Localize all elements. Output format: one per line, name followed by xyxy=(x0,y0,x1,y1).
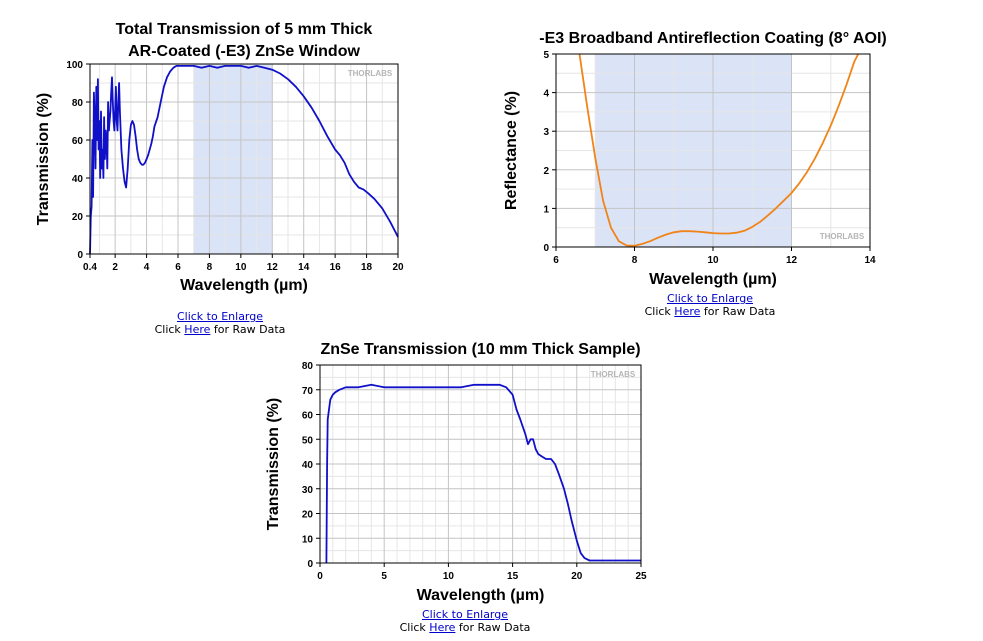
x-tick-label: 12 xyxy=(786,255,798,266)
chart-antireflection-coating: -E3 Broadband Antireflection Coating (8°… xyxy=(490,0,930,300)
y-tick-label: 60 xyxy=(72,136,84,147)
y-tick-label: 70 xyxy=(302,386,314,397)
thorlabs-watermark: THORLABS xyxy=(348,69,393,78)
raw-data-suffix: for Raw Data xyxy=(213,323,286,336)
y-axis-label: Transmission (%) xyxy=(265,398,282,530)
chart-znse-transmission: ZnSe Transmission (10 mm Thick Sample) TH… xyxy=(260,335,700,610)
chart-znse-transmission-caption: Click to Enlarge Click Here for Raw Data xyxy=(385,608,545,634)
x-tick-label: 5 xyxy=(381,571,387,582)
y-tick-label: 30 xyxy=(302,485,314,496)
raw-data-link[interactable]: Here xyxy=(184,323,211,336)
y-tick-label: 80 xyxy=(302,361,314,372)
raw-data-suffix: for Raw Data xyxy=(458,621,531,634)
raw-data-prefix: Click xyxy=(399,621,426,634)
y-tick-label: 20 xyxy=(302,510,314,521)
raw-data-link[interactable]: Here xyxy=(429,621,456,634)
y-axis-label: Transmission (%) xyxy=(35,93,52,225)
raw-data-prefix: Click xyxy=(644,305,671,318)
y-tick-label: 4 xyxy=(543,89,549,100)
y-tick-label: 60 xyxy=(302,411,314,422)
raw-data-suffix: for Raw Data xyxy=(703,305,776,318)
y-tick-label: 50 xyxy=(302,435,314,446)
x-tick-label: 10 xyxy=(235,262,247,273)
x-tick-label: 8 xyxy=(632,255,638,266)
y-tick-label: 5 xyxy=(543,50,549,61)
y-tick-label: 1 xyxy=(543,204,549,215)
y-tick-label: 100 xyxy=(66,60,83,71)
chart-total-transmission-caption: Click to Enlarge Click Here for Raw Data xyxy=(140,310,300,336)
x-tick-label: 10 xyxy=(443,571,455,582)
y-tick-label: 20 xyxy=(72,212,84,223)
x-tick-label: 12 xyxy=(267,262,279,273)
y-tick-label: 40 xyxy=(302,460,314,471)
x-tick-label: 6 xyxy=(553,255,559,266)
thorlabs-watermark: THORLABS xyxy=(820,232,865,241)
click-to-enlarge-link[interactable]: Click to Enlarge xyxy=(666,292,754,305)
y-tick-label: 80 xyxy=(72,98,84,109)
x-tick-label: 4 xyxy=(144,262,150,273)
x-tick-label: 18 xyxy=(361,262,373,273)
y-axis-label: Reflectance (%) xyxy=(503,91,520,210)
x-axis-label: Wavelength (µm) xyxy=(417,587,545,604)
x-tick-label: 0.4 xyxy=(83,262,97,273)
series-line xyxy=(325,383,641,564)
y-tick-label: 10 xyxy=(302,534,314,545)
chart-antireflection-caption: Click to Enlarge Click Here for Raw Data xyxy=(630,292,790,318)
y-tick-label: 0 xyxy=(307,559,313,570)
chart-title: AR-Coated (-E3) ZnSe Window xyxy=(128,43,360,60)
thorlabs-watermark: THORLABS xyxy=(591,370,636,379)
click-to-enlarge-link[interactable]: Click to Enlarge xyxy=(176,310,264,323)
y-tick-label: 2 xyxy=(543,166,549,177)
chart-title: ZnSe Transmission (10 mm Thick Sample) xyxy=(320,341,640,358)
y-tick-label: 3 xyxy=(543,127,549,138)
x-tick-label: 14 xyxy=(298,262,310,273)
raw-data-link[interactable]: Here xyxy=(674,305,701,318)
chart-title: Total Transmission of 5 mm Thick xyxy=(116,21,373,38)
x-axis-label: Wavelength (µm) xyxy=(649,271,777,288)
x-tick-label: 15 xyxy=(507,571,519,582)
y-tick-label: 0 xyxy=(543,243,549,254)
x-tick-label: 16 xyxy=(330,262,342,273)
click-to-enlarge-link[interactable]: Click to Enlarge xyxy=(421,608,509,621)
x-tick-label: 10 xyxy=(707,255,719,266)
x-tick-label: 0 xyxy=(317,571,323,582)
chart-title: -E3 Broadband Antireflection Coating (8°… xyxy=(539,30,886,47)
x-tick-label: 6 xyxy=(175,262,181,273)
x-tick-label: 2 xyxy=(112,262,118,273)
x-tick-label: 25 xyxy=(635,571,647,582)
x-axis-label: Wavelength (µm) xyxy=(180,277,308,294)
x-tick-label: 20 xyxy=(392,262,404,273)
x-tick-label: 8 xyxy=(207,262,213,273)
y-tick-label: 40 xyxy=(72,174,84,185)
series-line xyxy=(578,53,860,247)
plot-frame xyxy=(89,63,399,255)
series-line xyxy=(89,65,399,255)
y-tick-label: 0 xyxy=(77,250,83,261)
x-tick-label: 14 xyxy=(864,255,876,266)
raw-data-prefix: Click xyxy=(154,323,181,336)
x-tick-label: 20 xyxy=(571,571,583,582)
chart-total-transmission: Total Transmission of 5 mm Thick AR-Coate… xyxy=(0,0,420,300)
